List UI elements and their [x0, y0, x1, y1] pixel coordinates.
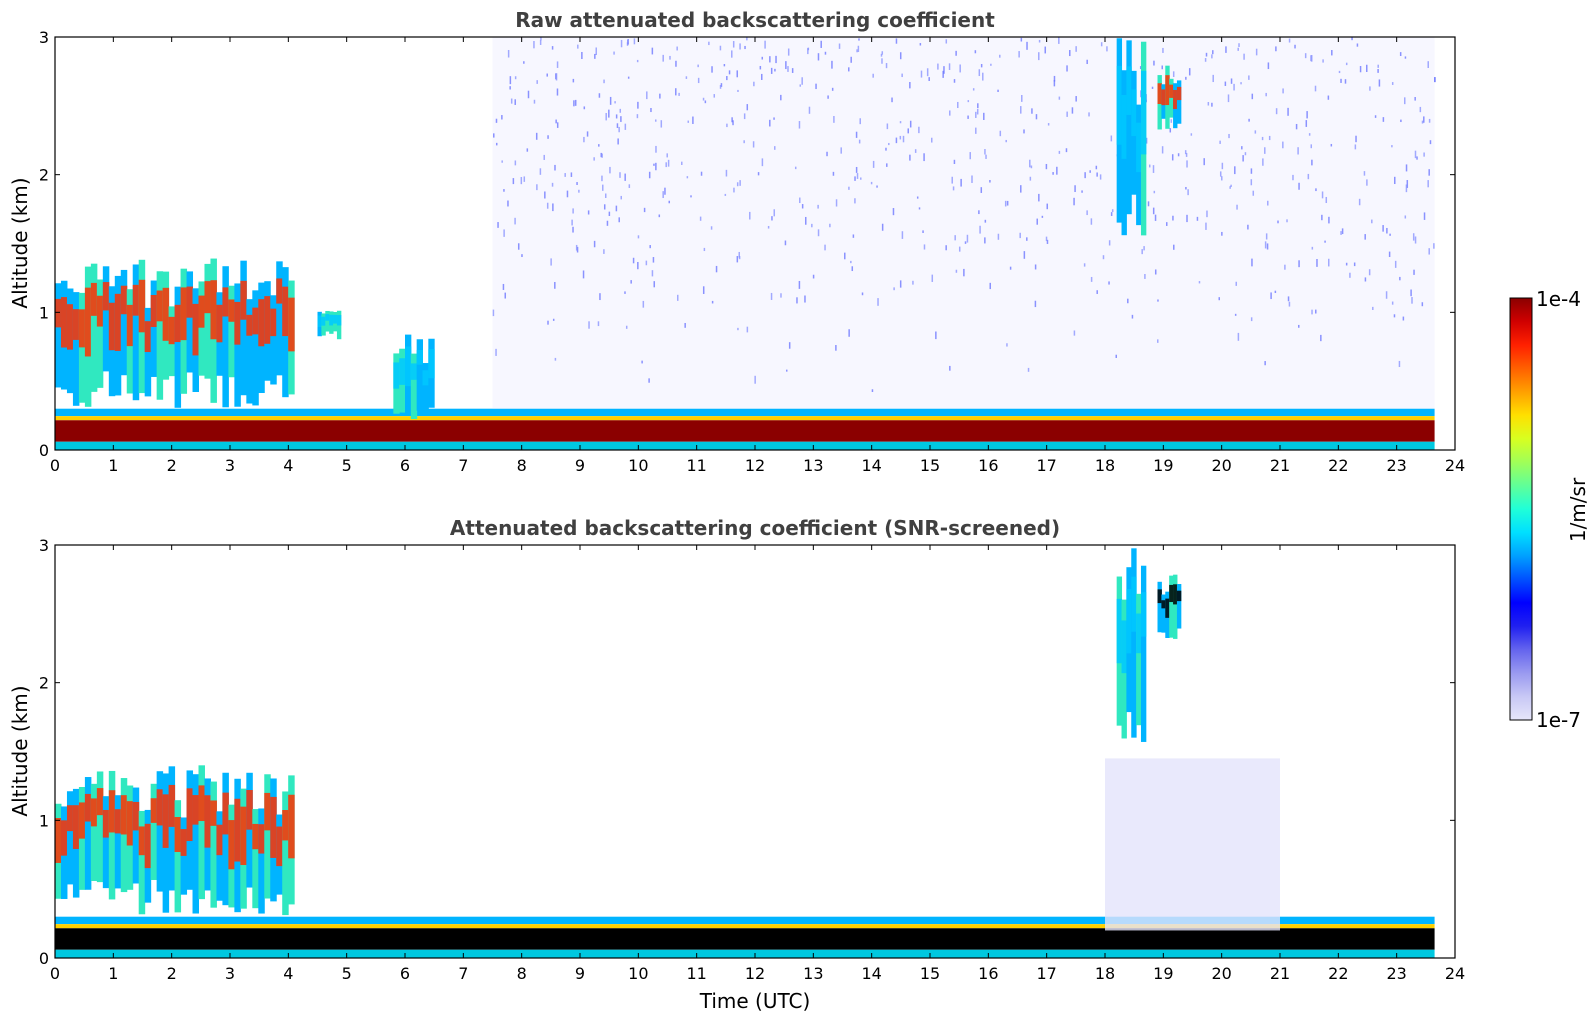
feature-low-cloud-morning — [55, 258, 295, 408]
feature-high-cloud — [1157, 574, 1182, 639]
colorbar-min-label: 1e-7 — [1536, 708, 1581, 732]
y-axis-label: Altitude (km) — [8, 685, 32, 816]
x-tick-label: 7 — [458, 456, 468, 475]
x-tick-label: 4 — [283, 964, 293, 983]
y-tick-label: 2 — [39, 166, 49, 185]
x-tick-label: 3 — [225, 456, 235, 475]
x-tick-label: 15 — [920, 964, 940, 983]
x-tick-label: 19 — [1153, 964, 1173, 983]
x-tick-label: 22 — [1328, 456, 1348, 475]
x-tick-label: 14 — [861, 456, 881, 475]
x-tick-label: 17 — [1036, 456, 1056, 475]
x-tick-label: 6 — [400, 964, 410, 983]
x-tick-label: 21 — [1270, 456, 1290, 475]
x-tick-label: 1 — [108, 456, 118, 475]
x-tick-label: 22 — [1328, 964, 1348, 983]
x-tick-label: 24 — [1445, 456, 1465, 475]
x-tick-label: 16 — [978, 964, 998, 983]
y-ticks: 0 1 2 3 — [39, 536, 1455, 968]
heatmap-layers — [55, 548, 1435, 958]
x-tick-label: 1 — [108, 964, 118, 983]
x-tick-label: 6 — [400, 456, 410, 475]
feature-high-cloud — [1116, 548, 1147, 742]
x-ticks: 0 1 2 3 4 5 6 7 8 9 10 11 12 13 14 15 16 17 18 19 20 21 22 23 24 — [50, 545, 1465, 983]
y-tick-label: 0 — [39, 441, 49, 460]
x-tick-label: 18 — [1095, 964, 1115, 983]
x-tick-label: 5 — [342, 456, 352, 475]
x-tick-label: 24 — [1445, 964, 1465, 983]
x-tick-label: 17 — [1036, 964, 1056, 983]
colorbar-units-label: 1/m/sr — [1566, 477, 1590, 542]
x-tick-label: 13 — [803, 456, 823, 475]
y-tick-label: 2 — [39, 674, 49, 693]
y-tick-label: 3 — [39, 536, 49, 555]
x-tick-label: 8 — [517, 964, 527, 983]
feature-high-cloud — [1116, 38, 1147, 236]
heatmap-layers — [55, 37, 1436, 450]
x-tick-label: 3 — [225, 964, 235, 983]
y-tick-label: 1 — [39, 303, 49, 322]
x-tick-label: 12 — [745, 964, 765, 983]
x-tick-label: 21 — [1270, 964, 1290, 983]
x-ticks: 0 1 2 3 4 5 6 7 8 9 10 11 12 13 14 15 16 17 18 19 20 21 22 23 24 — [50, 37, 1465, 475]
x-tick-label: 4 — [283, 456, 293, 475]
y-tick-label: 1 — [39, 811, 49, 830]
feature-isolated-cloud — [317, 310, 342, 340]
y-tick-label: 3 — [39, 28, 49, 47]
x-tick-label: 9 — [575, 964, 585, 983]
x-tick-label: 15 — [920, 456, 940, 475]
x-tick-label: 23 — [1386, 964, 1406, 983]
x-tick-label: 11 — [686, 456, 706, 475]
y-tick-label: 0 — [39, 949, 49, 968]
x-tick-label: 2 — [167, 456, 177, 475]
panel-screened: Attenuated backscattering coefficient (S… — [8, 516, 1465, 1013]
x-axis-label: Time (UTC) — [699, 989, 811, 1013]
panel-title: Raw attenuated backscattering coefficien… — [515, 8, 995, 32]
x-tick-label: 14 — [861, 964, 881, 983]
x-tick-label: 13 — [803, 964, 823, 983]
x-tick-label: 0 — [50, 456, 60, 475]
x-tick-label: 10 — [628, 456, 648, 475]
x-tick-label: 16 — [978, 456, 998, 475]
x-tick-label: 10 — [628, 964, 648, 983]
x-tick-label: 7 — [458, 964, 468, 983]
feature-isolated-cloud — [393, 334, 435, 420]
x-tick-label: 8 — [517, 456, 527, 475]
colorbar-gradient — [1509, 297, 1533, 721]
x-tick-label: 9 — [575, 456, 585, 475]
colorbar-max-label: 1e-4 — [1536, 287, 1581, 311]
x-tick-label: 2 — [167, 964, 177, 983]
feature-high-cloud — [1157, 65, 1182, 130]
x-tick-label: 20 — [1211, 964, 1231, 983]
y-axis-label: Altitude (km) — [8, 177, 32, 308]
feature-boundary-layer — [55, 916, 1435, 958]
x-tick-label: 5 — [342, 964, 352, 983]
y-ticks: 0 1 2 3 — [39, 28, 1455, 460]
x-tick-label: 19 — [1153, 456, 1173, 475]
panel-title: Attenuated backscattering coefficient (S… — [450, 516, 1060, 540]
x-tick-label: 23 — [1386, 456, 1406, 475]
feature-low-cloud-morning — [55, 765, 295, 916]
feature-boundary-layer — [55, 408, 1435, 450]
x-tick-label: 12 — [745, 456, 765, 475]
feature-background-noise — [492, 37, 1436, 409]
panel-raw: Raw attenuated backscattering coefficien… — [8, 8, 1465, 475]
x-tick-label: 18 — [1095, 456, 1115, 475]
feature-faint-layer — [1105, 758, 1280, 931]
colorbar: 1e-4 1e-7 1/m/sr — [1509, 287, 1590, 732]
x-tick-label: 11 — [686, 964, 706, 983]
x-tick-label: 20 — [1211, 456, 1231, 475]
x-tick-label: 0 — [50, 964, 60, 983]
